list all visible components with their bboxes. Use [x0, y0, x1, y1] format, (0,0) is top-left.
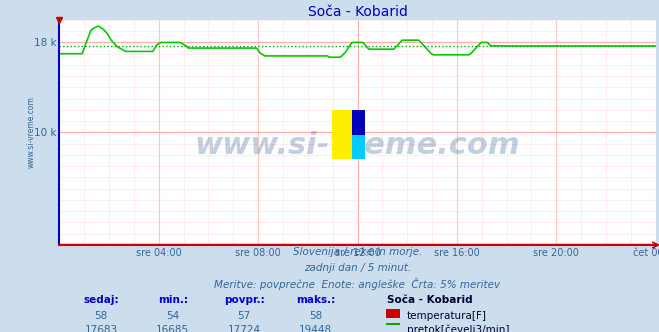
Bar [386, 309, 400, 318]
Bar [351, 110, 365, 135]
Text: 58: 58 [94, 311, 107, 321]
Text: min.:: min.: [158, 295, 188, 305]
Text: temperatura[F]: temperatura[F] [407, 311, 487, 321]
Text: Soča - Kobarid: Soča - Kobarid [387, 295, 473, 305]
Text: 19448: 19448 [299, 325, 332, 332]
Text: 17724: 17724 [227, 325, 261, 332]
Text: Meritve: povprečne  Enote: angleške  Črta: 5% meritev: Meritve: povprečne Enote: angleške Črta:… [214, 278, 501, 290]
Title: Soča - Kobarid: Soča - Kobarid [308, 5, 407, 19]
Text: Slovenija / reke in morje.: Slovenija / reke in morje. [293, 247, 422, 257]
Y-axis label: www.si-vreme.com: www.si-vreme.com [26, 97, 36, 168]
Text: 54: 54 [166, 311, 179, 321]
Text: pretok[čevelj3/min]: pretok[čevelj3/min] [407, 325, 509, 332]
Text: 57: 57 [237, 311, 251, 321]
Text: sedaj:: sedaj: [83, 295, 119, 305]
Text: 58: 58 [309, 311, 322, 321]
Text: 16685: 16685 [156, 325, 189, 332]
Text: zadnji dan / 5 minut.: zadnji dan / 5 minut. [304, 263, 411, 273]
Text: 17683: 17683 [84, 325, 117, 332]
Bar [332, 110, 351, 159]
Text: www.si-vreme.com: www.si-vreme.com [194, 131, 521, 160]
Bar [386, 323, 400, 332]
Text: maks.:: maks.: [296, 295, 335, 305]
Text: povpr.:: povpr.: [224, 295, 264, 305]
Bar [351, 135, 365, 159]
